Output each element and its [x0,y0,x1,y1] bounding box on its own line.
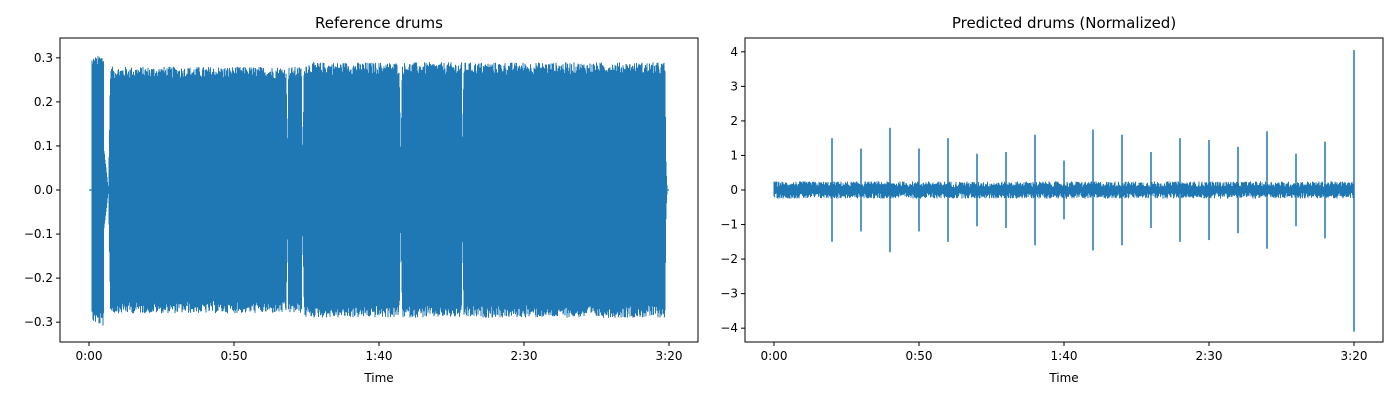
chart-title: Reference drums [315,14,443,32]
y-tick-label: 0.3 [34,51,53,65]
x-tick-label: 1:40 [1051,349,1078,363]
y-tick-label: 1 [730,148,738,162]
x-tick-label: 0:50 [221,349,248,363]
y-tick-label: −0.2 [24,271,53,285]
y-tick-label: −3 [720,287,738,301]
plot-area: 0:00 0:50 1:40 2:30 3:20 4 3 2 1 0 −1 −2 −3 −4 [720,37,1384,363]
x-tick-label: 2:30 [1196,349,1223,363]
x-tick-label: 3:20 [656,349,683,363]
chart-title: Predicted drums (Normalized) [952,14,1176,32]
y-tick-label: 0 [730,183,738,197]
x-axis-label: Time [363,371,393,385]
y-tick-label: 0.2 [34,95,53,109]
x-tick-label: 2:30 [511,349,538,363]
x-axis-label: Time [1048,371,1078,385]
panel-predicted-drums: Predicted drums (Normalized) Time 0:00 0:… [720,14,1384,385]
y-tick-label: −0.1 [24,227,53,241]
plot-area: 0:00 0:50 1:40 2:30 3:20 0.3 0.2 0.1 0.0 −0.1 −0.2… [24,37,699,363]
y-tick-label: 0.0 [34,183,53,197]
panel-reference-drums: Reference drums Time 0:00 0:50 1:40 2:30 3:2… [24,14,699,385]
waveform-line [91,55,668,326]
x-tick-label: 3:20 [1341,349,1368,363]
y-tick-label: −0.3 [24,315,53,329]
y-tick-label: 0.1 [34,139,53,153]
y-tick-label: 3 [730,79,738,93]
y-tick-label: 4 [730,45,738,59]
x-tick-label: 0:50 [906,349,933,363]
x-tick-label: 0:00 [761,349,788,363]
y-tick-label: 2 [730,114,738,128]
y-tick-label: −1 [720,218,738,232]
y-tick-label: −2 [720,252,738,266]
x-tick-label: 1:40 [366,349,393,363]
y-tick-label: −4 [720,321,738,335]
waveform-line [773,181,1355,199]
x-tick-label: 0:00 [76,349,103,363]
